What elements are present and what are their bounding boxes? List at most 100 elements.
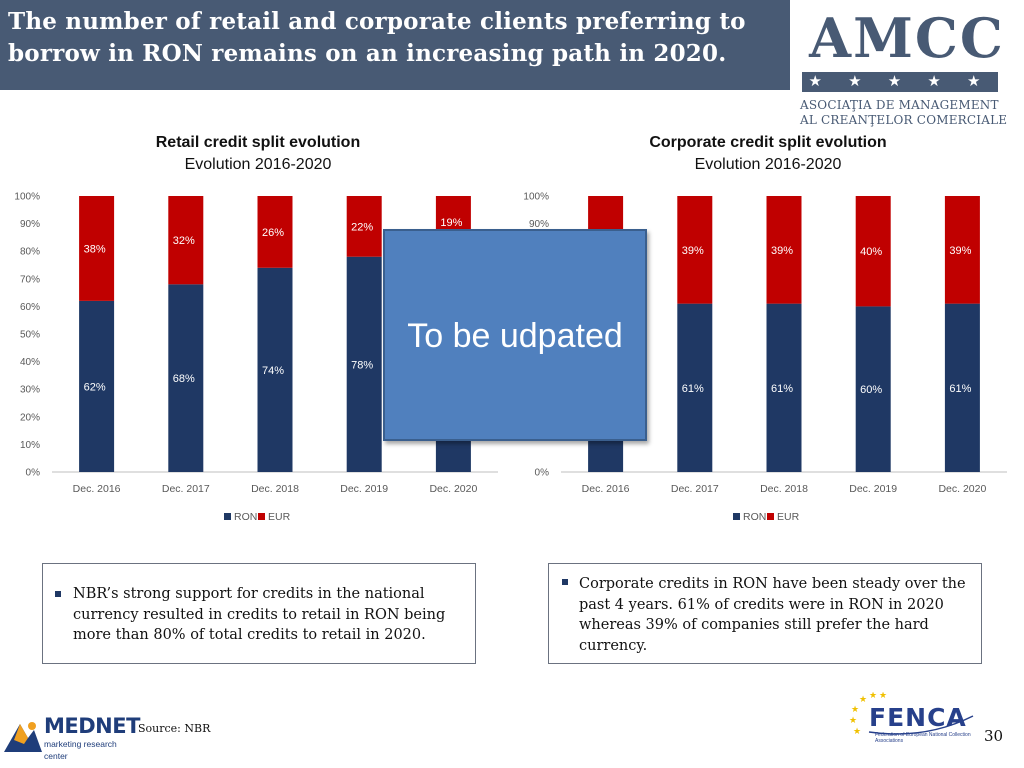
- retail-legend-label-eur: EUR: [268, 511, 291, 523]
- corporate-bar-ron: [677, 303, 713, 472]
- corporate-bar-ron: [766, 303, 802, 472]
- corporate-bar-eur: [766, 196, 802, 304]
- retail-bar-eur: [346, 196, 382, 257]
- corporate-y-tick-label: 0%: [535, 468, 550, 479]
- retail-y-tick-label: 20%: [20, 412, 40, 423]
- corporate-chart-title: Corporate credit split evolution: [649, 134, 887, 151]
- corporate-chart-heading: Corporate credit split evolution Evoluti…: [618, 133, 918, 177]
- retail-y-tick-label: 100%: [14, 192, 40, 203]
- retail-legend-swatch-ron: [224, 513, 231, 520]
- svg-text:★: ★: [879, 692, 887, 700]
- retail-data-label-ron: 78%: [351, 359, 373, 371]
- retail-data-label-eur: 38%: [84, 243, 106, 255]
- corporate-data-label-eur: 40%: [860, 246, 882, 258]
- page-number: 30: [984, 727, 1004, 745]
- corporate-x-tick-label: Dec. 2020: [938, 483, 986, 495]
- retail-y-tick-label: 80%: [20, 247, 40, 258]
- retail-data-label-ron: 62%: [84, 381, 106, 393]
- retail-bar-ron: [346, 256, 382, 472]
- fenca-logo-subtitle: Federation of European National Collecti…: [875, 732, 971, 744]
- corporate-data-label-ron: 61%: [771, 383, 793, 395]
- corporate-data-label-ron: 61%: [949, 383, 971, 395]
- retail-chart-title: Retail credit split evolution: [155, 134, 361, 151]
- corporate-x-tick-label: Dec. 2018: [760, 483, 808, 495]
- amcc-logo-subtitle: ASOCIAŢIA DE MANAGEMENT AL CREANŢELOR CO…: [800, 98, 1014, 128]
- retail-note-bullet: [55, 591, 61, 597]
- fenca-logo: ★ ★ ★ ★ ★ ★ FENCA Federation of European…: [845, 692, 980, 752]
- corporate-legend-swatch-ron: [733, 513, 740, 520]
- amcc-logo: AMCC ★ ★ ★ ★ ★ ASOCIAŢIA DE MANAGEMENT A…: [790, 0, 1024, 132]
- svg-text:★: ★: [849, 715, 857, 725]
- retail-data-label-ron: 68%: [173, 373, 195, 385]
- corporate-data-label-eur: 39%: [771, 245, 793, 257]
- retail-chart-heading: Retail credit split evolution Evolution …: [108, 133, 408, 177]
- corporate-data-label-ron: 60%: [860, 384, 882, 396]
- retail-y-tick-label: 50%: [20, 330, 40, 341]
- svg-text:★: ★: [851, 704, 859, 714]
- retail-x-tick-label: Dec. 2019: [340, 483, 388, 495]
- retail-data-label-eur: 32%: [173, 235, 195, 247]
- mednet-logo-icon: [4, 722, 42, 752]
- corporate-y-tick-label: 90%: [529, 219, 549, 230]
- retail-y-tick-label: 40%: [20, 357, 40, 368]
- amcc-logo-subtitle-line2: AL CREANŢELOR COMERCIALE: [800, 113, 1008, 127]
- retail-legend-label-ron: RON: [234, 511, 257, 523]
- retail-y-tick-label: 70%: [20, 274, 40, 285]
- fenca-logo-text: FENCA: [869, 703, 967, 732]
- corporate-bar-eur: [855, 196, 891, 307]
- retail-data-label-eur: 26%: [262, 227, 284, 239]
- corporate-note-box: Corporate credits in RON have been stead…: [548, 563, 982, 664]
- retail-legend-swatch-eur: [258, 513, 265, 520]
- corporate-legend-swatch-eur: [767, 513, 774, 520]
- corporate-note-text: Corporate credits in RON have been stead…: [579, 576, 966, 654]
- corporate-x-tick-label: Dec. 2017: [671, 483, 719, 495]
- corporate-bar-eur: [944, 196, 980, 304]
- retail-bar-eur: [168, 196, 204, 285]
- mednet-logo-text: MEDNET: [44, 714, 140, 738]
- retail-y-tick-label: 90%: [20, 219, 40, 230]
- svg-text:★: ★: [859, 694, 867, 704]
- fenca-stars-icon: ★ ★ ★ ★ ★ ★: [849, 692, 974, 736]
- corporate-note-bullet: [562, 579, 568, 585]
- source-note: Source: NBR: [138, 722, 211, 735]
- retail-note-box: NBR’s strong support for credits in the …: [42, 563, 476, 664]
- retail-bar-ron: [79, 300, 115, 472]
- svg-text:★: ★: [853, 726, 861, 736]
- svg-text:★: ★: [869, 692, 877, 700]
- retail-bar-eur: [79, 196, 115, 301]
- retail-y-tick-label: 30%: [20, 385, 40, 396]
- corporate-bar-eur: [677, 196, 713, 304]
- corporate-y-tick-label: 100%: [523, 192, 549, 203]
- mednet-logo-tagline: marketing research center: [44, 739, 117, 761]
- amcc-logo-stars: ★ ★ ★ ★ ★: [802, 72, 998, 92]
- slide-title: The number of retail and corporate clien…: [8, 8, 746, 67]
- retail-data-label-eur: 22%: [351, 221, 373, 233]
- retail-bar-ron: [168, 284, 204, 472]
- corporate-data-label-eur: 39%: [949, 245, 971, 257]
- corporate-data-label-ron: 61%: [682, 383, 704, 395]
- retail-y-tick-label: 10%: [20, 440, 40, 451]
- amcc-logo-text: AMCC: [809, 6, 1005, 70]
- retail-chart-subtitle: Evolution 2016-2020: [184, 156, 332, 173]
- retail-bar-eur: [257, 196, 293, 268]
- to-be-updated-overlay: To be udpated: [383, 229, 647, 441]
- retail-data-label-ron: 74%: [262, 365, 284, 377]
- amcc-logo-subtitle-line1: ASOCIAŢIA DE MANAGEMENT: [800, 98, 999, 112]
- retail-x-tick-label: Dec. 2017: [162, 483, 210, 495]
- corporate-chart-subtitle: Evolution 2016-2020: [694, 156, 842, 173]
- corporate-data-label-eur: 39%: [682, 245, 704, 257]
- corporate-bar-ron: [855, 306, 891, 472]
- retail-note-text: NBR’s strong support for credits in the …: [73, 586, 446, 643]
- corporate-legend-label-eur: EUR: [777, 511, 800, 523]
- retail-x-tick-label: Dec. 2020: [429, 483, 477, 495]
- retail-y-tick-label: 60%: [20, 302, 40, 313]
- retail-bar-ron: [257, 267, 293, 472]
- corporate-x-tick-label: Dec. 2016: [582, 483, 630, 495]
- corporate-x-tick-label: Dec. 2019: [849, 483, 897, 495]
- mednet-logo: MEDNET marketing research center: [0, 714, 140, 761]
- retail-x-tick-label: Dec. 2016: [73, 483, 121, 495]
- retail-y-tick-label: 0%: [26, 468, 41, 479]
- corporate-legend-label-ron: RON: [743, 511, 766, 523]
- corporate-bar-ron: [944, 303, 980, 472]
